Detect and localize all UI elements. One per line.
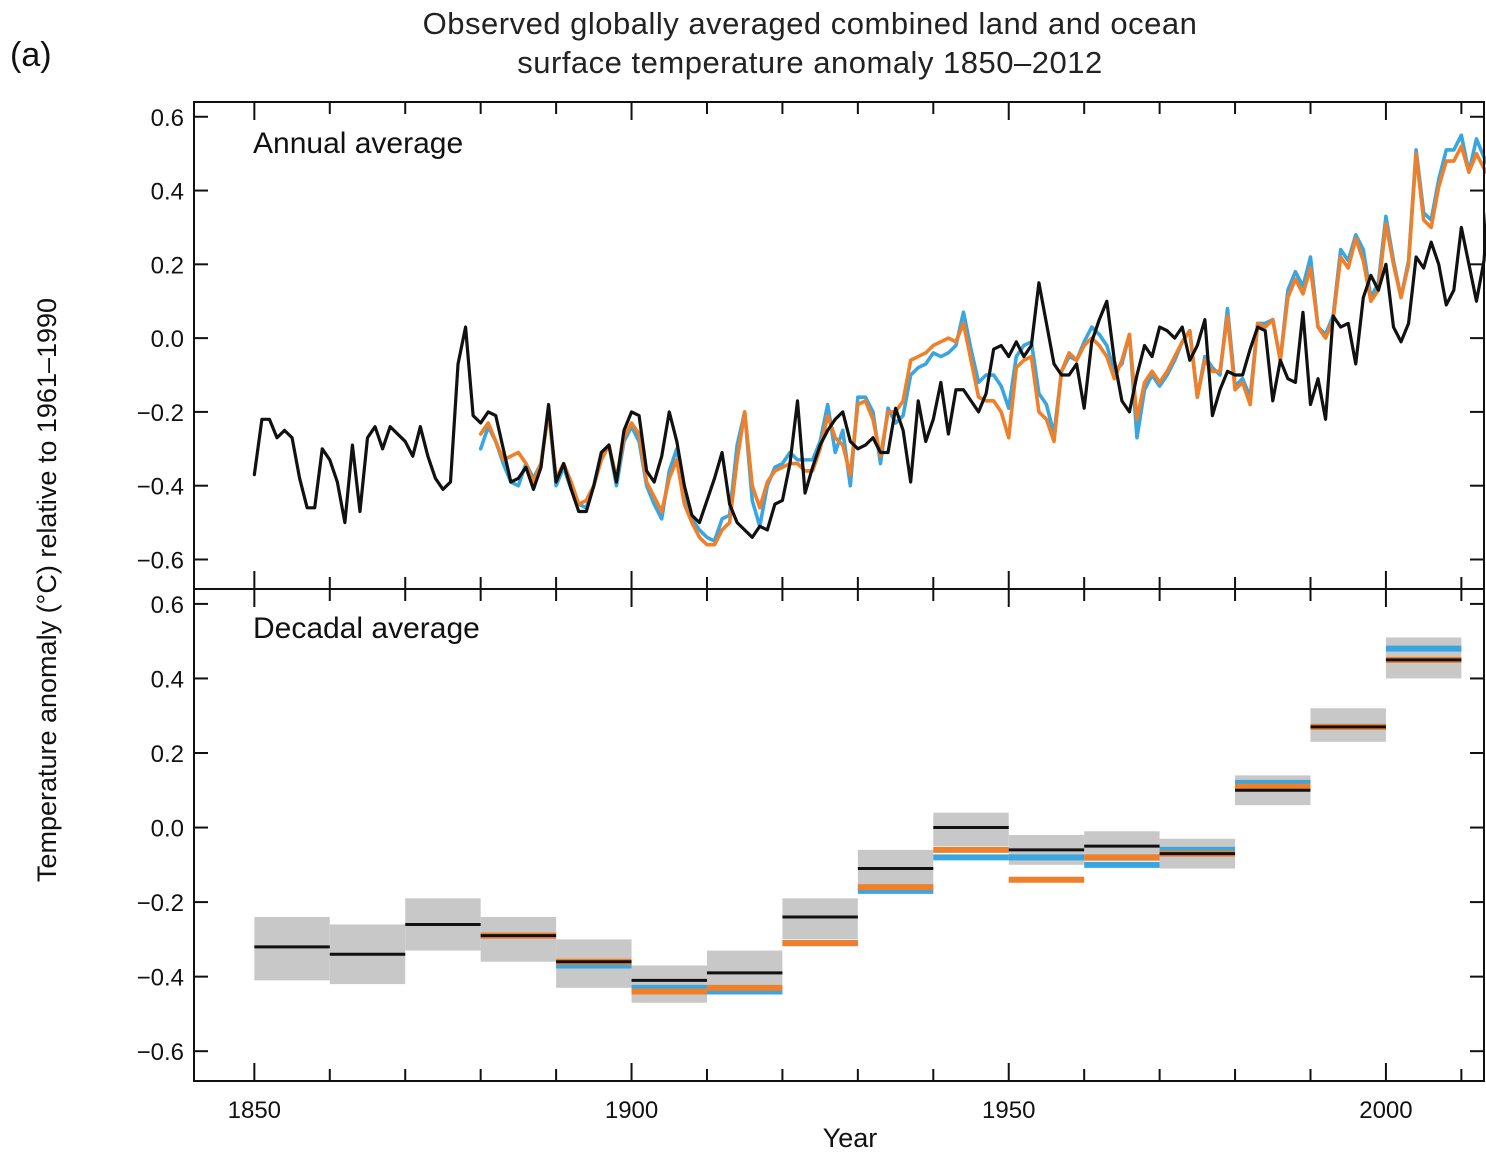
decadal-uncertainty-band [631, 965, 707, 1003]
annual-panel-title: Annual average [253, 127, 463, 160]
annual-y-tick-label: 0.2 [151, 252, 184, 279]
decadal-uncertainty-band [254, 917, 330, 981]
decadal-y-tick-label: −0.2 [137, 890, 184, 917]
uncertainty-bands-layer [254, 637, 1462, 1003]
decadal-uncertainty-band [782, 898, 858, 940]
decadal-panel-frame [193, 588, 1485, 1082]
decadal-y-tick-label: 0.0 [151, 816, 184, 843]
x-tick-label: 2000 [1359, 1097, 1412, 1124]
x-tick-label: 1850 [228, 1097, 281, 1124]
data-lines-layer [252, 133, 1486, 995]
annual-panel-frame [193, 101, 1485, 590]
annual-y-tick-label: 0.0 [151, 326, 184, 353]
annual-line-blue [478, 133, 1486, 543]
annual-line-orange [478, 144, 1486, 547]
x-tick-label: 1900 [605, 1097, 658, 1124]
axis-ticks-layer: −0.6 −0.4 −0.2 0.0 0.2 0.4 0.6 −0.6 −0.4 −0.2 0.0 0… [137, 102, 1484, 1124]
x-axis-title: Year [823, 1123, 878, 1152]
annual-line-black [252, 211, 1486, 539]
annual-y-tick-label: −0.2 [137, 400, 184, 427]
decadal-uncertainty-band [706, 950, 783, 992]
decadal-uncertainty-band [933, 812, 1009, 847]
panel-label: (a) [10, 36, 52, 74]
figure-title-line2: surface temperature anomaly 1850–2012 [517, 45, 1103, 80]
decadal-uncertainty-band [857, 849, 934, 891]
y-axis-title: Temperature anomaly (°C) relative to 196… [32, 298, 62, 882]
decadal-y-tick-label: 0.6 [151, 592, 184, 619]
decadal-uncertainty-band [480, 917, 557, 962]
decadal-y-tick-label: 0.2 [151, 741, 184, 768]
annual-y-tick-label: 0.6 [151, 105, 184, 132]
annual-y-tick-label: −0.6 [137, 547, 184, 574]
annual-y-tick-label: −0.4 [137, 474, 184, 501]
decadal-y-tick-label: −0.4 [137, 965, 184, 992]
annual-y-tick-label: 0.4 [151, 179, 184, 206]
decadal-panel-title: Decadal average [253, 612, 480, 645]
decadal-y-tick-label: 0.4 [151, 666, 184, 693]
figure-title-line1: Observed globally averaged combined land… [422, 6, 1198, 41]
figure-title: Observed globally averaged combined land… [200, 4, 1420, 82]
decadal-y-tick-label: −0.6 [137, 1039, 184, 1066]
x-tick-label: 1950 [982, 1097, 1035, 1124]
